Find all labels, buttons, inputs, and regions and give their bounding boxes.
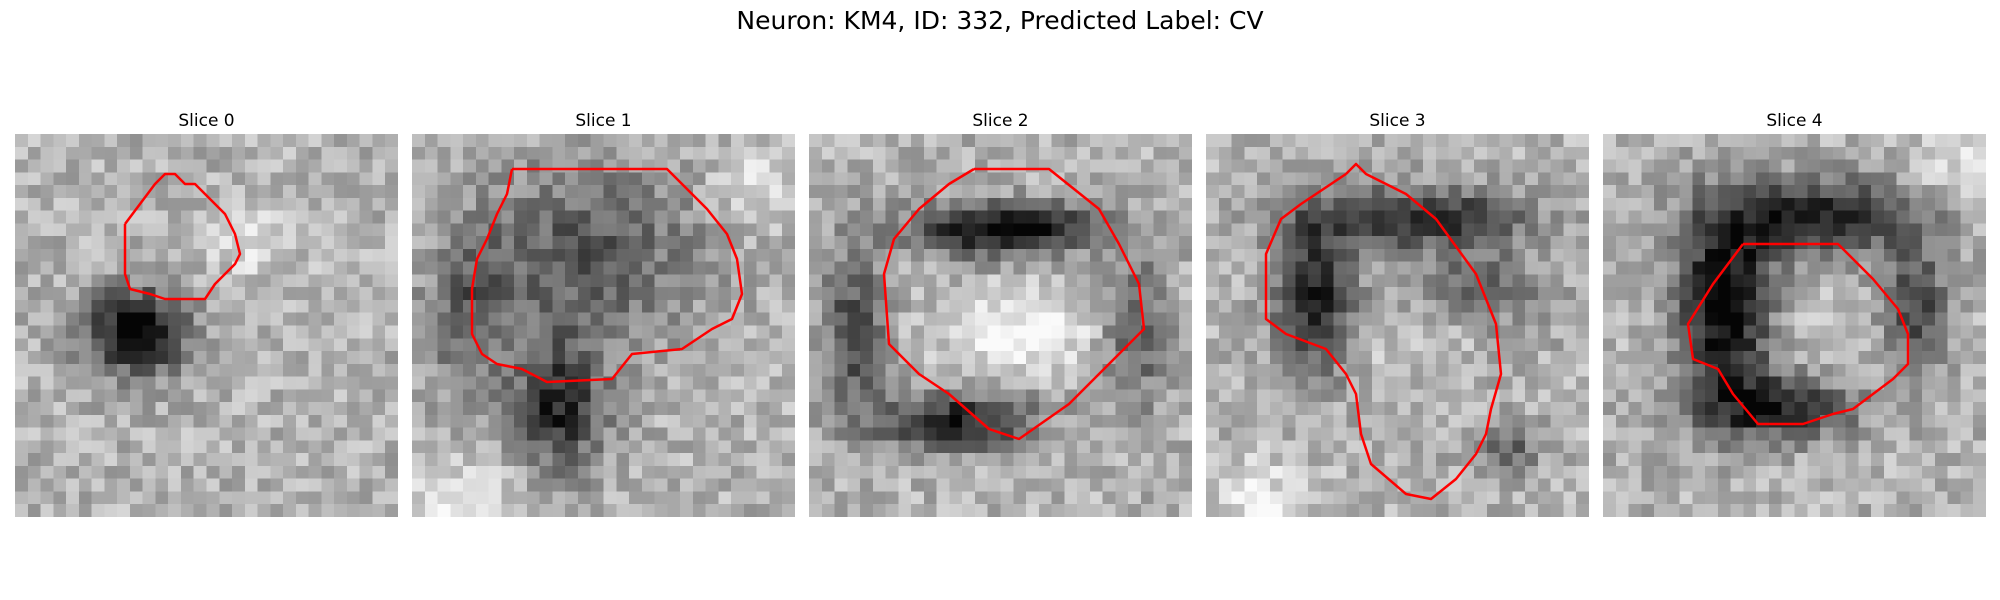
slice-image: [412, 134, 795, 517]
slice-label: Slice 3: [1369, 111, 1426, 131]
segmentation-contour: [882, 167, 1146, 441]
slice-image: [809, 134, 1192, 517]
micrograph-image: [809, 134, 1192, 517]
micrograph-image: [1206, 134, 1589, 517]
micrograph-image: [412, 134, 795, 517]
slice-image: [1206, 134, 1589, 517]
slice-image: [1603, 134, 1986, 517]
micrograph-image: [1603, 134, 1986, 517]
micrograph-image: [15, 134, 398, 517]
figure-title: Neuron: KM4, ID: 332, Predicted Label: C…: [736, 6, 1264, 35]
slice-image: [15, 134, 398, 517]
slice-panel-2: Slice 2: [809, 108, 1192, 517]
slice-panel-3: Slice 3: [1206, 108, 1589, 517]
slice-label: Slice 1: [575, 111, 632, 131]
slice-label: Slice 4: [1766, 111, 1823, 131]
segmentation-contour: [1264, 162, 1503, 501]
slice-label: Slice 2: [972, 111, 1029, 131]
segmentation-contour: [123, 172, 242, 301]
segmentation-contour: [1686, 242, 1910, 426]
slice-panel-0: Slice 0: [15, 108, 398, 517]
segmentation-contour: [470, 167, 744, 384]
slice-panel-1: Slice 1: [412, 108, 795, 517]
slice-label: Slice 0: [178, 111, 235, 131]
slice-panel-4: Slice 4: [1603, 108, 1986, 517]
